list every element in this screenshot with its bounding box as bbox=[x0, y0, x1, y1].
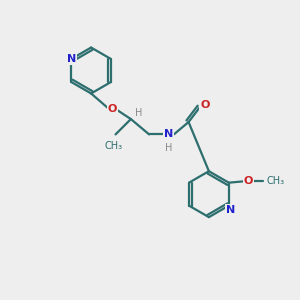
Text: O: O bbox=[244, 176, 253, 186]
Text: H: H bbox=[165, 142, 172, 153]
Text: H: H bbox=[134, 108, 142, 118]
Text: CH₃: CH₃ bbox=[267, 176, 285, 186]
Text: O: O bbox=[108, 104, 117, 114]
Text: N: N bbox=[164, 129, 173, 140]
Text: N: N bbox=[226, 205, 235, 215]
Text: O: O bbox=[200, 100, 209, 110]
Text: N: N bbox=[67, 54, 76, 64]
Text: CH₃: CH₃ bbox=[104, 141, 122, 151]
